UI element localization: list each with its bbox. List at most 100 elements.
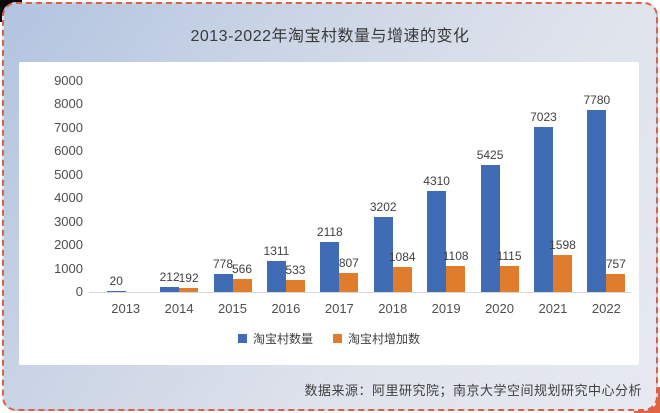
x-axis-labels: 2013 2014 2015 2016 2017 2018 2019 2020 2021 2022 bbox=[99, 301, 633, 316]
y-tick-label: 7000 bbox=[54, 119, 83, 135]
bar-data-label: 1084 bbox=[388, 249, 416, 264]
x-tick-label: 2020 bbox=[485, 301, 514, 316]
bar-group-2018: 3202 1084 bbox=[366, 81, 419, 292]
plot-panel: 9000 8000 7000 6000 5000 4000 3000 2000 1000 0 20… bbox=[19, 62, 639, 365]
x-tick-label: 2021 bbox=[538, 301, 568, 316]
bar-data-label: 5425 bbox=[476, 147, 504, 162]
x-tick-label: 2022 bbox=[591, 301, 621, 316]
bar-data-label: 757 bbox=[605, 257, 626, 272]
y-tick-label: 4000 bbox=[54, 190, 83, 206]
bar-group-2019: 4310 1108 bbox=[419, 81, 472, 292]
y-tick-label: 8000 bbox=[54, 96, 83, 112]
x-axis-line bbox=[89, 292, 631, 293]
bar-slot: 192 bbox=[179, 81, 199, 292]
bar-slot: 1108 bbox=[443, 81, 469, 292]
bar-group-2015: 778 566 bbox=[206, 81, 259, 292]
legend-label: 淘宝村数量 bbox=[252, 332, 313, 346]
bar-data-label: 1108 bbox=[442, 249, 469, 264]
bar-data-label: 566 bbox=[232, 261, 253, 276]
bar-data-label: 20 bbox=[109, 274, 123, 288]
legend-label: 淘宝村增加数 bbox=[348, 332, 421, 346]
bar-淘宝村增加数-2021 bbox=[552, 254, 572, 292]
bar-data-label: 1311 bbox=[263, 244, 290, 259]
y-tick-label: 1000 bbox=[54, 260, 83, 276]
bar-data-label: 212 bbox=[159, 270, 180, 285]
bar-slot: 7780 bbox=[584, 81, 610, 292]
bar-淘宝村数量-2016 bbox=[266, 261, 286, 292]
data-source-note: 数据来源：阿里研究院；南京大学空间规划研究中心分析 bbox=[304, 383, 642, 398]
bar-data-label: 807 bbox=[338, 256, 359, 271]
x-tick-label: 2013 bbox=[111, 301, 141, 316]
bar-group-2021: 7023 1598 bbox=[526, 81, 579, 292]
y-tick-label: 9000 bbox=[54, 73, 83, 88]
bar-淘宝村数量-2021 bbox=[533, 127, 553, 292]
bar-slot: 533 bbox=[285, 81, 305, 292]
bar-slot: 5425 bbox=[477, 81, 503, 292]
bar-slot: 20 bbox=[106, 81, 126, 292]
bar-淘宝村增加数-2015 bbox=[232, 278, 252, 292]
bar-slot: 1311 bbox=[264, 81, 289, 292]
bar-data-label: 7023 bbox=[530, 110, 557, 125]
bar-slot: 4310 bbox=[423, 81, 450, 292]
bar-slot: 1115 bbox=[497, 81, 522, 292]
bar-data-label: 3202 bbox=[369, 199, 397, 214]
bar-slot: 3202 bbox=[370, 81, 397, 292]
bar-group-2014: 212 192 bbox=[152, 81, 205, 292]
bar-slot: 7023 bbox=[530, 81, 557, 292]
plot-area: 20 212 192 778 566 1311 533 2118 807 3202 1084 4310… bbox=[99, 81, 633, 292]
bar-淘宝村增加数-2022 bbox=[606, 274, 626, 292]
bar-淘宝村增加数-2019 bbox=[446, 266, 466, 292]
bar-data-label: 1115 bbox=[496, 248, 522, 263]
y-tick-label: 3000 bbox=[54, 213, 83, 229]
chart-legend: 淘宝村数量 淘宝村增加数 bbox=[19, 330, 639, 347]
bar-slot: 757 bbox=[606, 81, 626, 292]
bar-data-label: 778 bbox=[213, 256, 234, 271]
bar-淘宝村增加数-2018 bbox=[392, 266, 412, 292]
bar-data-label: 2118 bbox=[316, 225, 343, 240]
x-tick-label: 2019 bbox=[431, 301, 461, 316]
x-tick-label: 2017 bbox=[324, 301, 354, 316]
bar-slot: 807 bbox=[339, 81, 359, 292]
bar-slot: 2118 bbox=[317, 81, 343, 292]
y-axis: 9000 8000 7000 6000 5000 4000 3000 2000 1000 0 bbox=[27, 62, 83, 365]
bar-slot: 778 bbox=[213, 81, 233, 292]
bar-group-2017: 2118 807 bbox=[313, 81, 366, 292]
y-tick-label: 6000 bbox=[54, 143, 83, 159]
x-tick-label: 2018 bbox=[378, 301, 408, 316]
bar-淘宝村增加数-2020 bbox=[499, 265, 519, 292]
legend-swatch-icon bbox=[333, 334, 342, 343]
bar-slot: 212 bbox=[160, 81, 180, 292]
chart-title: 2013-2022年淘宝村数量与增速的变化 bbox=[190, 28, 470, 45]
bar-slot: 566 bbox=[232, 81, 252, 292]
legend-item-淘宝村增加数: 淘宝村增加数 bbox=[333, 330, 420, 347]
legend-item-淘宝村数量: 淘宝村数量 bbox=[237, 330, 313, 347]
bar-data-label: 1598 bbox=[549, 237, 576, 252]
bar-淘宝村增加数-2017 bbox=[339, 273, 359, 292]
bar-淘宝村增加数-2016 bbox=[285, 279, 305, 292]
bar-淘宝村数量-2019 bbox=[427, 190, 447, 292]
bar-group-2022: 7780 757 bbox=[580, 81, 633, 292]
bar-淘宝村数量-2013 bbox=[106, 291, 126, 292]
bar-group-2013: 20 bbox=[99, 81, 152, 292]
bar-data-label: 192 bbox=[178, 270, 199, 285]
bar-淘宝村数量-2014 bbox=[160, 287, 180, 292]
bar-data-label: 533 bbox=[285, 262, 306, 277]
bar-data-label: 4310 bbox=[423, 173, 450, 188]
bar-slot bbox=[126, 81, 145, 292]
bar-data-label: 7780 bbox=[583, 92, 611, 107]
x-tick-label: 2015 bbox=[218, 301, 247, 316]
bar-淘宝村数量-2022 bbox=[587, 109, 607, 292]
bar-淘宝村数量-2015 bbox=[213, 273, 233, 292]
y-tick-label: 5000 bbox=[54, 166, 83, 182]
x-tick-label: 2016 bbox=[271, 301, 301, 316]
y-tick-label: 2000 bbox=[54, 237, 83, 253]
legend-swatch-icon bbox=[237, 334, 247, 343]
bar-group-2016: 1311 533 bbox=[259, 81, 312, 292]
bar-淘宝村数量-2018 bbox=[373, 216, 393, 292]
bar-slot: 1084 bbox=[389, 81, 416, 292]
bar-淘宝村数量-2017 bbox=[320, 242, 340, 292]
bar-group-2020: 5425 1115 bbox=[473, 81, 526, 292]
y-tick-label: 0 bbox=[75, 284, 83, 299]
x-tick-label: 2014 bbox=[164, 301, 194, 316]
